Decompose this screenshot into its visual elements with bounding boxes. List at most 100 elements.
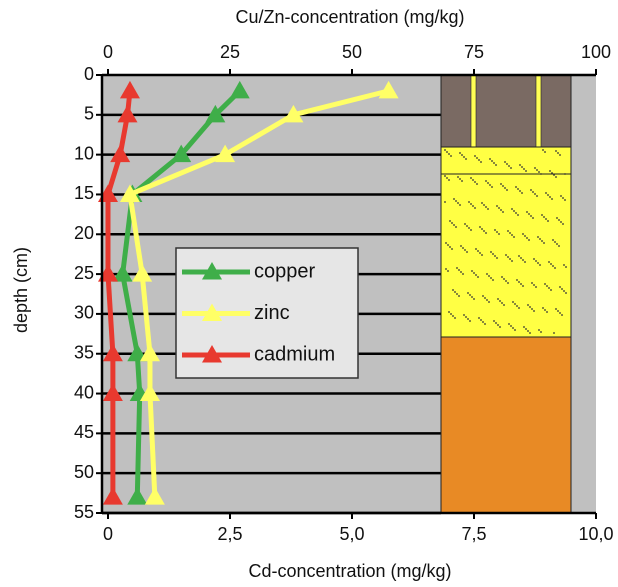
texture-dot (505, 254, 507, 256)
y-tick-label: 0 (84, 64, 94, 84)
texture-dot (531, 282, 533, 284)
point (283, 104, 304, 123)
texture-dot (522, 233, 524, 235)
texture-dot (513, 210, 515, 212)
texture-dot (550, 289, 552, 291)
texture-dot (472, 205, 474, 207)
x2-tick-label: 100 (581, 42, 611, 62)
x-tick-label: 5,0 (339, 524, 364, 544)
texture-dot (500, 183, 502, 185)
texture-dot (462, 247, 464, 249)
texture-dot (513, 236, 515, 238)
texture-dot (563, 264, 565, 266)
soil-layer (440, 336, 572, 514)
texture-dot (518, 307, 520, 309)
texture-dot (552, 239, 554, 241)
y-tick-label: 45 (74, 422, 94, 442)
texture-dot (562, 223, 564, 225)
texture-dot (450, 313, 452, 315)
texture-dot (551, 198, 553, 200)
texture-dot (467, 292, 469, 294)
texture-dot (557, 310, 559, 312)
texture-dot (495, 164, 497, 166)
texture-dot (449, 220, 451, 222)
texture-dot (530, 189, 532, 191)
texture-dot (453, 224, 455, 226)
texture-dot (559, 154, 561, 156)
texture-dot (471, 296, 473, 298)
texture-dot (511, 260, 513, 262)
texture-dot (454, 291, 456, 293)
texture-dot (467, 318, 469, 320)
texture-dot (445, 268, 447, 270)
texture-dot (485, 180, 487, 182)
texture-dot (491, 160, 493, 162)
texture-dot (456, 293, 458, 295)
soil-stripe (535, 74, 542, 148)
texture-dot (479, 252, 481, 254)
texture-dot (492, 253, 494, 255)
texture-dot (540, 173, 542, 175)
texture-dot (514, 329, 516, 331)
texture-dot (537, 236, 539, 238)
texture-dot (541, 240, 543, 242)
texture-dot (474, 155, 476, 157)
texture-dot (460, 245, 462, 247)
texture-dot (541, 214, 543, 216)
texture-dot (478, 317, 480, 319)
point (102, 343, 123, 362)
texture-dot (562, 197, 564, 199)
texture-dot (526, 211, 528, 213)
texture-dot (561, 314, 563, 316)
point (132, 264, 153, 282)
texture-dot (471, 270, 473, 272)
texture-dot (552, 265, 554, 267)
y-tick-label: 55 (74, 502, 94, 522)
texture-dot (509, 232, 511, 234)
texture-dot (504, 161, 506, 163)
texture-dot (483, 230, 485, 232)
texture-dot (503, 278, 505, 280)
texture-dot (534, 193, 536, 195)
texture-dot (556, 243, 558, 245)
texture-dot (553, 174, 555, 176)
texture-dot (530, 215, 532, 217)
texture-dot (532, 191, 534, 193)
y-tick-label: 30 (74, 303, 94, 323)
texture-dot (481, 228, 483, 230)
texture-dot (470, 203, 472, 205)
texture-dot (564, 199, 566, 201)
texture-dot (479, 226, 481, 228)
texture-dot (494, 255, 496, 257)
series-lines (98, 80, 399, 505)
texture-dot (473, 298, 475, 300)
texture-dot (450, 155, 452, 157)
point (117, 104, 138, 123)
texture-dot (539, 238, 541, 240)
texture-dot (496, 257, 498, 259)
texture-dot (532, 217, 534, 219)
texture-dot (454, 317, 456, 319)
texture-dot (507, 256, 509, 258)
texture-dot (500, 209, 502, 211)
bottom-axis-title: Cd-concentration (mg/kg) (248, 561, 451, 581)
soil-layer (440, 146, 572, 175)
texture-dot (529, 306, 531, 308)
texture-dot (456, 267, 458, 269)
texture-dot (481, 254, 483, 256)
texture-dot (558, 219, 560, 221)
texture-dot (520, 257, 522, 259)
texture-dot (524, 261, 526, 263)
texture-dot (536, 169, 538, 171)
texture-dot (502, 211, 504, 213)
texture-dot (563, 290, 565, 292)
texture-dot (447, 244, 449, 246)
texture-dot (488, 301, 490, 303)
texture-dot (538, 171, 540, 173)
texture-dot (444, 201, 446, 203)
texture-dot (473, 272, 475, 274)
texture-dot (526, 237, 528, 239)
texture-dot (472, 179, 474, 181)
texture-dot (554, 267, 556, 269)
y-tick-label: 35 (74, 342, 94, 362)
